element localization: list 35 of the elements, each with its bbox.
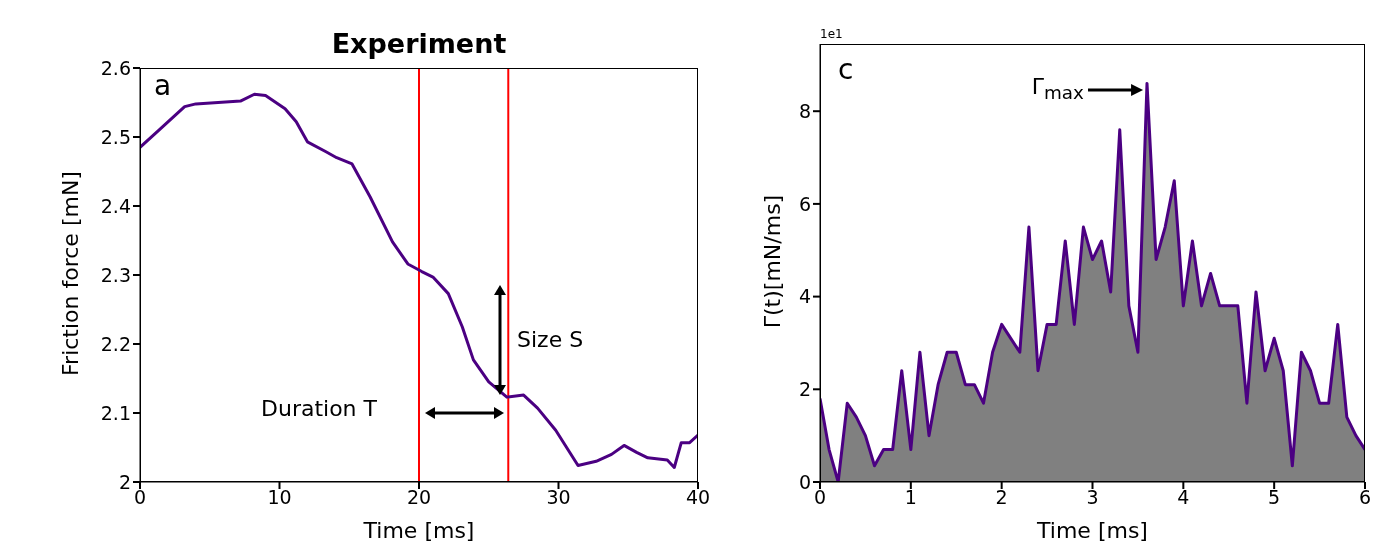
y-tick-label: 2.1 [100, 401, 131, 424]
x-tick-label: 30 [546, 486, 571, 509]
y-tick-label: 2.5 [100, 125, 131, 148]
x-tick-label: 5 [1268, 486, 1281, 509]
annotation: Γ$_{max}$ [1030, 74, 1084, 104]
y-tick-label: 2 [798, 378, 811, 401]
annotation: c [838, 53, 854, 86]
x-axis-title: Time [ms] [362, 518, 476, 543]
x-tick-label: 1 [904, 486, 917, 509]
y-tick-label: 8 [798, 99, 811, 122]
x-tick-label: 40 [685, 486, 711, 509]
chart-title: Experiment [330, 28, 508, 59]
annotation: Size S [517, 327, 584, 352]
y-tick-label: 4 [798, 285, 811, 308]
annotation: a [154, 69, 172, 102]
y-axis-title: Friction force [mN] [57, 170, 83, 378]
y-tick-label: 6 [798, 192, 811, 215]
x-tick-label: 20 [406, 486, 432, 509]
x-tick-label: 6 [1358, 486, 1372, 509]
x-axis-title: Time [ms] [1036, 518, 1149, 543]
y-tick-label: 2.2 [100, 332, 131, 355]
x-tick-label: 3 [1086, 486, 1099, 509]
x-tick-label: 2 [995, 486, 1008, 509]
x-tick-label: 10 [267, 486, 292, 509]
x-tick-label: 0 [813, 486, 827, 509]
x-tick-label: 4 [1177, 486, 1190, 509]
y-tick-label: 2.3 [100, 263, 131, 286]
y-tick-label: 2.4 [100, 194, 131, 217]
y-axis-title: Γ(t)[mN/ms] [759, 193, 785, 331]
text: 1e1 [820, 27, 843, 41]
y-tick-label: 0 [798, 470, 811, 493]
annotation: Duration T [260, 396, 377, 421]
y-tick-label: 2.6 [100, 56, 131, 79]
x-tick-label: 0 [133, 486, 147, 509]
y-tick-label: 2 [118, 470, 131, 493]
